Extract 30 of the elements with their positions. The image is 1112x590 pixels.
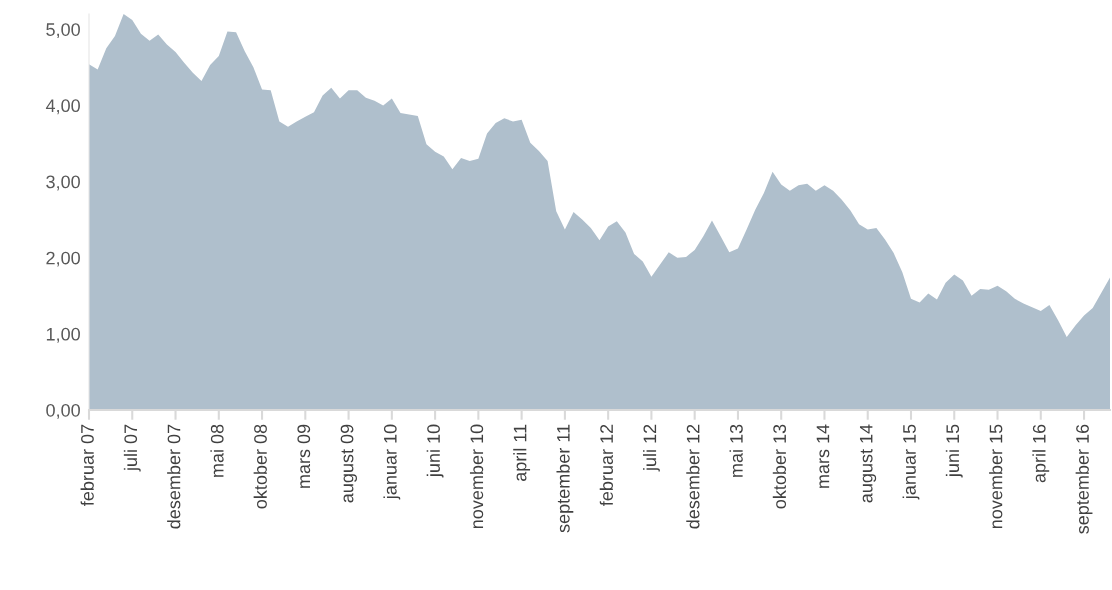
x-tick-label: september 11 — [556, 424, 574, 533]
x-tick-label: mars 14 — [816, 424, 830, 488]
y-tick-label: 3,00 — [46, 175, 80, 191]
y-tick-label: 2,00 — [46, 251, 80, 267]
x-tick-label: juni 10 — [426, 424, 444, 478]
x-tick-label: desember 07 — [167, 424, 181, 529]
x-tick-label: mai 08 — [210, 424, 224, 477]
x-tick-label: september 16 — [1075, 424, 1093, 534]
x-tick-label: juni 15 — [945, 424, 963, 478]
y-tick-label: 5,00 — [46, 23, 80, 39]
x-tick-label: oktober 13 — [772, 424, 787, 509]
y-tick-label: 1,00 — [46, 327, 80, 343]
x-tick-label: mars 09 — [297, 424, 311, 488]
x-tick-label: juli 07 — [123, 424, 141, 472]
x-tick-label: november 10 — [469, 424, 484, 529]
x-tick-label: august 14 — [859, 424, 877, 503]
x-tick-label: april 16 — [1032, 424, 1050, 483]
x-tick-label: mai 13 — [729, 424, 743, 477]
x-tick-label: desember 12 — [686, 424, 700, 529]
x-tick-label: februar 07 — [80, 424, 94, 506]
x-tick-label: oktober 08 — [253, 424, 267, 509]
x-tick-label: august 09 — [340, 424, 357, 503]
x-tick-label: juli 12 — [643, 424, 660, 472]
y-tick-label: 0,00 — [46, 403, 80, 419]
x-tick-label: januar 15 — [902, 424, 920, 500]
x-tick-label: april 11 — [513, 424, 531, 481]
x-tick-label: februar 12 — [599, 424, 613, 506]
y-tick-label: 4,00 — [45, 99, 80, 115]
x-tick-label: november 15 — [989, 424, 1003, 529]
x-tick-label: januar 10 — [383, 424, 401, 500]
